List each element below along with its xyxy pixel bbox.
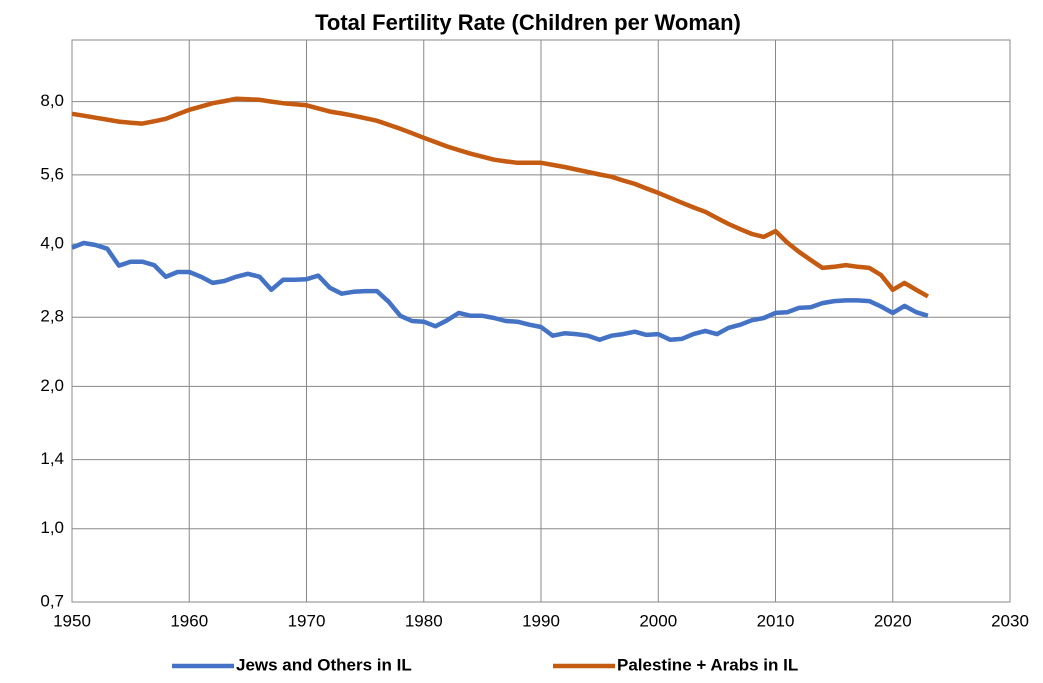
data-line bbox=[71, 240, 929, 342]
x-tick-label: 1970 bbox=[288, 611, 326, 630]
x-tick-label: 1990 bbox=[522, 611, 560, 630]
x-tick-label: 1960 bbox=[170, 611, 208, 630]
plot-border bbox=[71, 39, 1011, 603]
legend-label: Palestine + Arabs in IL bbox=[617, 655, 798, 674]
y-tick-label: 8,0 bbox=[40, 91, 64, 110]
y-tick-label: 1,0 bbox=[40, 518, 64, 537]
x-tick-label: 2010 bbox=[757, 611, 795, 630]
data-line bbox=[71, 96, 930, 299]
y-tick-label: 0,7 bbox=[40, 591, 64, 610]
y-tick-label: 2,8 bbox=[40, 307, 64, 326]
x-tick-label: 1980 bbox=[405, 611, 443, 630]
legend-label: Jews and Others in IL bbox=[236, 655, 412, 674]
x-tick-label: 2020 bbox=[874, 611, 912, 630]
y-tick-label: 2,0 bbox=[40, 376, 64, 395]
y-tick-label: 1,4 bbox=[40, 449, 64, 468]
y-tick-label: 5,6 bbox=[40, 164, 64, 183]
x-tick-label: 2000 bbox=[639, 611, 677, 630]
x-tick-label: 2030 bbox=[991, 611, 1029, 630]
x-tick-label: 1950 bbox=[53, 611, 91, 630]
chart-title: Total Fertility Rate (Children per Woman… bbox=[315, 10, 741, 35]
y-tick-label: 4,0 bbox=[40, 233, 64, 252]
